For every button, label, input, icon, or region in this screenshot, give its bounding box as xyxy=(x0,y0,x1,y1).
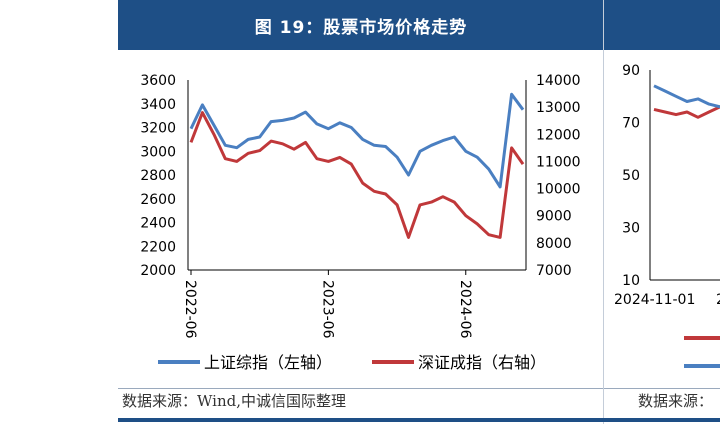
left-y-tick-label: 2600 xyxy=(140,192,176,208)
x-tick-label: 2023-06 xyxy=(319,280,335,339)
bottom-bar xyxy=(118,418,720,422)
right-chart-y-tick-label: 10 xyxy=(622,273,640,289)
right-chart-y-tick-label: 70 xyxy=(622,116,640,132)
bottom-rule xyxy=(118,388,720,389)
left-y-tick-label: 2000 xyxy=(140,263,176,279)
x-tick-label: 2024-06 xyxy=(457,280,473,339)
right-y-tick-label: 8000 xyxy=(536,236,572,252)
right-y-tick-label: 12000 xyxy=(536,127,581,143)
left-y-tick-label: 2200 xyxy=(140,239,176,255)
right-y-tick-label: 7000 xyxy=(536,263,572,279)
right-chart-x-tick-label: 20 xyxy=(716,292,720,308)
right-y-tick-label: 11000 xyxy=(536,154,581,170)
left-y-tick-label: 3000 xyxy=(140,144,176,160)
x-tick-label: 2022-06 xyxy=(182,280,198,339)
right-y-tick-label: 9000 xyxy=(536,209,572,225)
source-note: 数据来源：Wind,中诚信国际整理 xyxy=(122,392,346,410)
right-y-tick-label: 13000 xyxy=(536,100,581,116)
legend-label: 上证综指（左轴） xyxy=(204,353,332,372)
right-y-tick-label: 14000 xyxy=(536,73,581,89)
right-line-chart: 10 30 50 70 90 2024-11-01 20 xyxy=(614,63,720,368)
chart-title: 图 19：股票市场价格走势 xyxy=(118,0,604,50)
left-y-tick-label: 3200 xyxy=(140,121,176,137)
left-y-tick-label: 2400 xyxy=(140,216,176,232)
right-chart-series-line xyxy=(653,84,720,109)
right-chart-panel: 10 30 50 70 90 2024-11-01 20 数据来源： xyxy=(604,0,720,424)
stock-price-chart: 2000 2200 2400 2600 2800 3000 3200 3400 3600 7000… xyxy=(140,73,581,372)
right-y-tick-label: 10000 xyxy=(536,182,581,198)
right-chart-y-tick-label: 50 xyxy=(622,168,640,184)
series-line-left xyxy=(189,92,525,189)
right-chart-y-tick-label: 30 xyxy=(622,221,640,237)
panel-divider xyxy=(603,0,604,424)
left-chart-panel: 图 19：股票市场价格走势 2000 2200 2400 2600 2800 3000 32… xyxy=(118,0,604,424)
left-y-tick-label: 2800 xyxy=(140,168,176,184)
left-y-tick-label: 3600 xyxy=(140,73,176,89)
left-y-tick-label: 3400 xyxy=(140,97,176,113)
source-note-right: 数据来源： xyxy=(638,392,714,410)
legend-label: 深证成指（右轴） xyxy=(418,353,546,372)
right-chart-series-line xyxy=(653,105,720,119)
right-chart-x-tick-label: 2024-11-01 xyxy=(614,292,695,308)
series-line-right xyxy=(189,111,525,239)
right-chart-y-tick-label: 90 xyxy=(622,63,640,79)
chart-title-right xyxy=(604,0,720,50)
